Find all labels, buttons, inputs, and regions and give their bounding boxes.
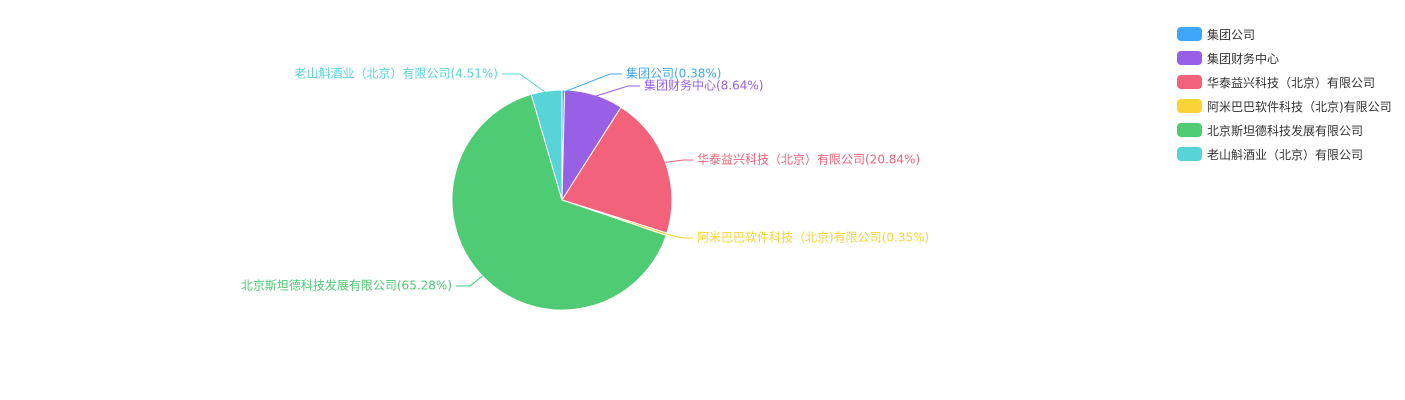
pie-slices: [451, 89, 673, 311]
legend-swatch: [1177, 75, 1202, 89]
slice-label: 集团财务中心(8.64%): [644, 78, 764, 93]
legend-swatch: [1177, 99, 1202, 113]
slice-labels: 集团公司(0.38%)集团财务中心(8.64%) 华泰益兴科技（北京）有限公司(2…: [241, 66, 929, 293]
pie-slice[interactable]: [451, 93, 667, 311]
legend-item[interactable]: 老山斛酒业（北京）有限公司: [1177, 142, 1392, 166]
label-leader-line: [563, 73, 622, 93]
label-leader-line: [593, 85, 640, 98]
label-leader-line: [665, 159, 693, 163]
legend-label: 集团公司: [1207, 27, 1256, 42]
legend-label: 北京斯坦德科技发展有限公司: [1207, 123, 1364, 138]
legend-item[interactable]: 集团财务中心: [1177, 46, 1392, 70]
chart-legend: 集团公司集团财务中心华泰益兴科技（北京）有限公司阿米巴巴软件科技（北京)有限公司…: [1177, 22, 1392, 166]
legend-label: 老山斛酒业（北京）有限公司: [1207, 147, 1364, 162]
slice-label: 北京斯坦德科技发展有限公司(65.28%): [241, 278, 452, 293]
legend-label: 集团财务中心: [1207, 51, 1280, 66]
legend-label: 华泰益兴科技（北京）有限公司: [1207, 75, 1376, 90]
legend-swatch: [1177, 123, 1202, 137]
legend-swatch: [1177, 27, 1202, 41]
label-leader-line: [456, 275, 483, 287]
label-leader-lines: [456, 73, 693, 287]
pie-slice[interactable]: [561, 106, 673, 234]
legend-swatch: [1177, 147, 1202, 161]
legend-label: 阿米巴巴软件科技（北京)有限公司: [1207, 99, 1392, 114]
slice-label: 华泰益兴科技（北京）有限公司(20.84%): [697, 153, 920, 167]
legend-item[interactable]: 阿米巴巴软件科技（北京)有限公司: [1177, 94, 1392, 118]
slice-label: 老山斛酒业（北京）有限公司(4.51%): [295, 67, 499, 81]
slice-label: 集团公司(0.38%): [626, 66, 722, 81]
legend-item[interactable]: 华泰益兴科技（北京）有限公司: [1177, 70, 1392, 94]
legend-item[interactable]: 北京斯坦德科技发展有限公司: [1177, 118, 1392, 142]
legend-swatch: [1177, 51, 1202, 65]
slice-label: 阿米巴巴软件科技（北京)有限公司(0.35%): [697, 231, 929, 245]
label-leader-line: [666, 233, 693, 239]
pie-slice[interactable]: [530, 89, 563, 201]
legend-item[interactable]: 集团公司: [1177, 22, 1392, 46]
label-leader-line: [502, 73, 548, 94]
